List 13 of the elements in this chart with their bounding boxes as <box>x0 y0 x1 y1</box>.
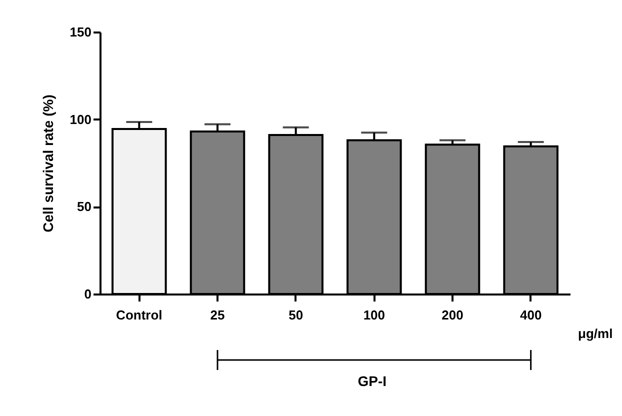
y-axis-title: Cell survival rate (%) <box>40 94 56 232</box>
text: GP-I <box>358 373 387 389</box>
x-tick-label: 50 <box>288 308 304 322</box>
text: μg/ml <box>578 326 613 341</box>
y-tick-label: 0 <box>84 286 92 302</box>
x-tick-label: Control <box>116 308 162 322</box>
y-tick-label: 100 <box>70 112 92 127</box>
x-tick-label: 25 <box>210 308 225 322</box>
y-tick-label: 150 <box>70 24 92 40</box>
x-tick-label: 100 <box>363 308 386 322</box>
x-tick-label: 200 <box>442 308 464 322</box>
y-tick-label: 50 <box>77 199 92 214</box>
x-tick-label: 400 <box>520 308 542 322</box>
